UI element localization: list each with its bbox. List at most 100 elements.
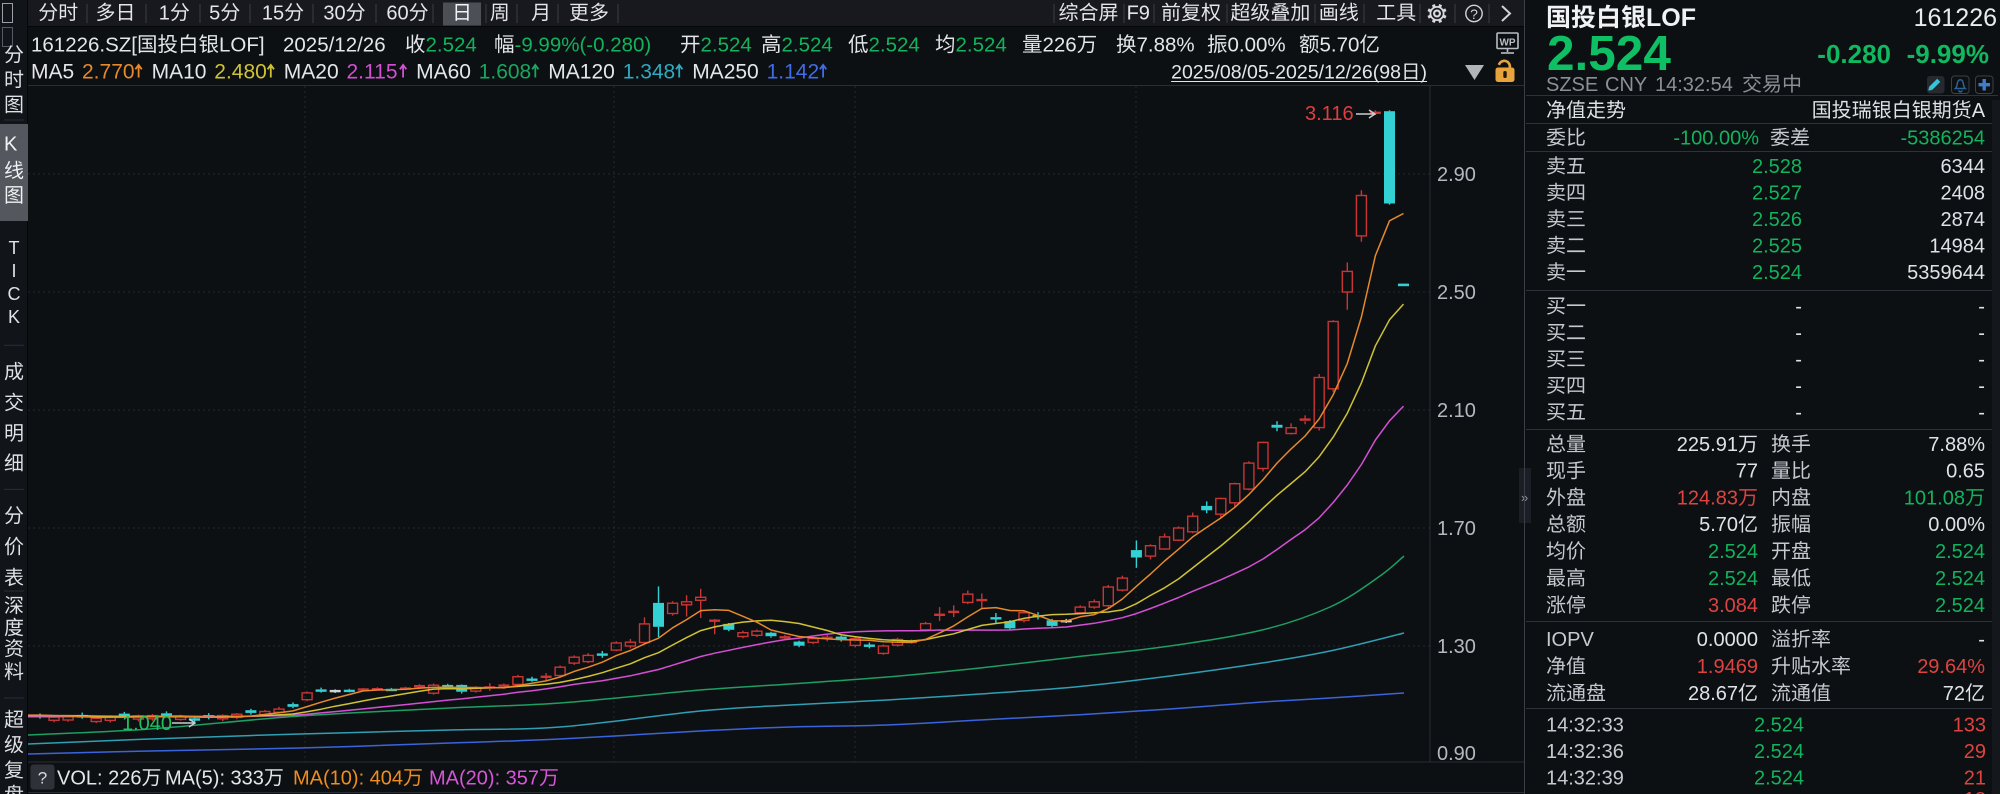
svg-text:0.00%: 0.00% (1228, 34, 1286, 57)
svg-text:2.524: 2.524 (1935, 541, 1985, 563)
svg-text:A: A (1972, 100, 1986, 122)
svg-text:MA5: MA5 (31, 61, 74, 84)
svg-text:-: - (1978, 376, 1985, 398)
svg-text:0.65: 0.65 (1946, 461, 1985, 483)
svg-text:14984: 14984 (1929, 236, 1985, 258)
svg-text:2.524: 2.524 (1935, 595, 1985, 617)
svg-text:2874: 2874 (1941, 209, 1986, 231)
svg-text:2.524: 2.524 (1547, 26, 1671, 81)
svg-text:1.142: 1.142 (767, 61, 820, 84)
svg-text:1.608: 1.608 (479, 61, 532, 84)
svg-text:2.50: 2.50 (1437, 282, 1476, 304)
svg-text:14:32:54: 14:32:54 (1655, 74, 1733, 96)
svg-text:0.90: 0.90 (1437, 743, 1476, 765)
svg-text:5: 5 (209, 3, 220, 25)
svg-text:2.524: 2.524 (782, 34, 833, 57)
svg-text:LOF]: LOF] (219, 34, 265, 57)
svg-text:MA60: MA60 (416, 61, 471, 84)
svg-text:?: ? (38, 769, 47, 788)
svg-text:7.88%: 7.88% (1928, 434, 1985, 456)
svg-text:LOF: LOF (1646, 4, 1696, 32)
svg-text:7.88%: 7.88% (1137, 34, 1195, 57)
svg-text:T: T (9, 238, 20, 258)
svg-text:1.040: 1.040 (122, 713, 172, 735)
svg-text:60: 60 (386, 3, 408, 25)
svg-text:14:32:39: 14:32:39 (1546, 768, 1624, 790)
svg-text:MA120: MA120 (548, 61, 615, 84)
svg-text:2.524: 2.524 (701, 34, 752, 57)
svg-text:-100.00%: -100.00% (1673, 128, 1759, 150)
svg-text:-0.280: -0.280 (1817, 39, 1891, 69)
svg-text:77: 77 (1736, 461, 1758, 483)
svg-text:124.83: 124.83 (1677, 487, 1738, 509)
svg-text:2.524: 2.524 (1752, 262, 1802, 284)
svg-text:-: - (1795, 323, 1802, 345)
svg-text:3.116: 3.116 (1305, 103, 1354, 125)
svg-text:2.524: 2.524 (1708, 541, 1758, 563)
svg-text:-9.99%(-0.280): -9.99%(-0.280) (515, 34, 652, 57)
svg-text:MA10: MA10 (152, 61, 207, 84)
svg-text:29.64%: 29.64% (1917, 656, 1985, 678)
svg-text:SZSE: SZSE (1546, 74, 1598, 96)
svg-text:MA20: MA20 (284, 61, 339, 84)
svg-text:0.00%: 0.00% (1928, 514, 1985, 536)
svg-text:-: - (1978, 296, 1985, 318)
svg-text:2.524: 2.524 (869, 34, 920, 57)
svg-text:101.08: 101.08 (1904, 487, 1965, 509)
svg-text:15: 15 (262, 3, 284, 25)
svg-text:225.91: 225.91 (1677, 434, 1738, 456)
svg-text:-9.99%: -9.99% (1907, 39, 1989, 69)
svg-text:WP: WP (1499, 38, 1515, 49)
svg-text:2.524: 2.524 (426, 34, 477, 57)
svg-text:72: 72 (1943, 683, 1965, 705)
svg-text:2.524: 2.524 (1708, 568, 1758, 590)
svg-text:2.524: 2.524 (1754, 768, 1804, 790)
svg-text:2.524: 2.524 (956, 34, 1007, 57)
svg-text:226: 226 (1043, 34, 1077, 57)
svg-text:2.480: 2.480 (214, 61, 267, 84)
svg-text:-5386254: -5386254 (1901, 128, 1986, 150)
svg-text:2.524: 2.524 (1935, 568, 1985, 590)
svg-text:2.524: 2.524 (1754, 741, 1804, 763)
svg-text:-: - (1978, 629, 1985, 651)
svg-text:-: - (1795, 296, 1802, 318)
svg-text:2.115: 2.115 (347, 61, 398, 84)
svg-text:2.526: 2.526 (1752, 209, 1802, 231)
svg-text:2.90: 2.90 (1437, 164, 1476, 186)
svg-text:2408: 2408 (1941, 183, 1986, 205)
svg-text:-: - (1795, 376, 1802, 398)
svg-text:1: 1 (159, 3, 170, 25)
svg-text:1.9469: 1.9469 (1697, 656, 1758, 678)
svg-text:14:32:36: 14:32:36 (1546, 741, 1624, 763)
svg-text:MA(10): 404: MA(10): 404 (293, 768, 403, 790)
svg-text:2.10: 2.10 (1437, 400, 1476, 422)
svg-text:MA250: MA250 (692, 61, 759, 84)
svg-text:5.70: 5.70 (1699, 514, 1738, 536)
svg-text:2025/08/05-2025/12/26(98: 2025/08/05-2025/12/26(98 (1171, 62, 1401, 84)
svg-text:1.70: 1.70 (1437, 518, 1476, 540)
svg-text:MA(5): 333: MA(5): 333 (165, 768, 264, 790)
svg-text:VOL: 226: VOL: 226 (57, 768, 142, 790)
svg-text:I: I (11, 261, 16, 281)
svg-text:2.525: 2.525 (1752, 236, 1802, 258)
svg-text:-: - (1795, 402, 1802, 424)
svg-text:2.527: 2.527 (1752, 183, 1802, 205)
svg-text:F9: F9 (1127, 3, 1150, 25)
svg-text:29: 29 (1964, 741, 1986, 763)
svg-text:C: C (8, 284, 21, 304)
svg-text:0.0000: 0.0000 (1697, 629, 1758, 651)
svg-text:2.770: 2.770 (82, 61, 135, 84)
svg-text:-: - (1978, 349, 1985, 371)
svg-text:6344: 6344 (1941, 156, 1986, 178)
svg-text:CNY: CNY (1605, 74, 1647, 96)
svg-text:1.30: 1.30 (1437, 636, 1476, 658)
svg-text:?: ? (1470, 6, 1478, 22)
svg-text:21: 21 (1964, 768, 1986, 790)
svg-text:133: 133 (1953, 715, 1986, 737)
svg-text:5.70: 5.70 (1320, 34, 1360, 57)
svg-text:28.67: 28.67 (1688, 683, 1738, 705)
svg-text:1.348: 1.348 (623, 61, 676, 84)
svg-text:MA(20): 357: MA(20): 357 (429, 768, 539, 790)
svg-text:K: K (8, 307, 20, 327)
svg-text:3.084: 3.084 (1708, 595, 1758, 617)
